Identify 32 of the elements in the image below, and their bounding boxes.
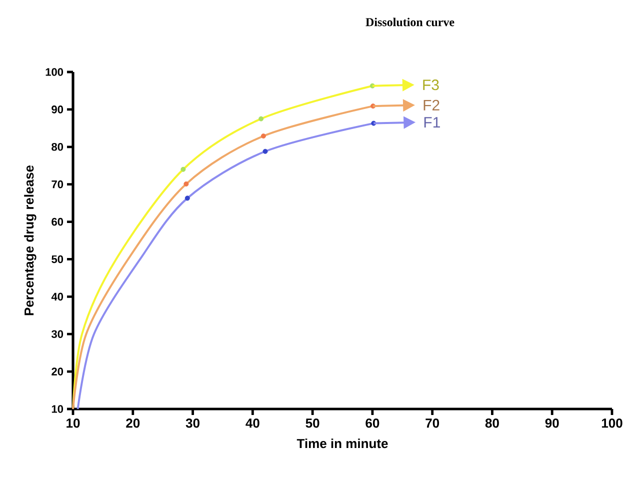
- y-tick-label: 30: [51, 330, 64, 338]
- y-tick-label: 40: [51, 292, 64, 301]
- x-axis-title: Time in minute: [296, 438, 388, 448]
- x-tick-label: 70: [426, 418, 440, 428]
- y-tick-label: 10: [52, 405, 64, 413]
- x-tick-label: 20: [126, 418, 140, 428]
- y-axis-title: Percentage drug release: [24, 165, 36, 316]
- x-tick-label: 80: [485, 418, 499, 428]
- y-tick-label: 100: [46, 68, 64, 76]
- y-tick-label: 80: [52, 142, 64, 151]
- point: [180, 166, 186, 172]
- point: [260, 134, 266, 139]
- x-tick-label: 60: [366, 418, 380, 428]
- x-tick-label: 30: [186, 418, 200, 428]
- y-tick-label: 20: [52, 368, 64, 376]
- x-tick-label: 100: [602, 418, 622, 428]
- y-tick-label: 50: [52, 255, 64, 264]
- point: [184, 196, 190, 201]
- point: [258, 116, 264, 122]
- chart-title: Dissolution curve: [366, 18, 454, 26]
- legend-label: F2: [424, 100, 440, 110]
- point: [262, 148, 268, 154]
- y-tick-label: 60: [52, 218, 64, 226]
- x-tick-label: 40: [246, 418, 260, 428]
- x-tick-label: 10: [66, 418, 80, 428]
- legend-label: F1: [424, 117, 440, 128]
- x-tick-label: 90: [545, 418, 559, 428]
- legend-label: F3: [423, 80, 439, 90]
- y-tick-label: 70: [52, 180, 64, 188]
- point: [184, 181, 189, 186]
- x-tick-label: 50: [306, 418, 320, 428]
- y-tick-label: 90: [52, 106, 64, 114]
